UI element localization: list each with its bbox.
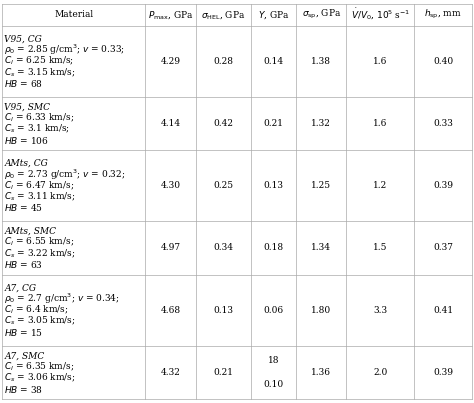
Text: 0.39: 0.39 (433, 368, 453, 377)
Text: AMts, SMC: AMts, SMC (4, 227, 56, 236)
Text: 0.34: 0.34 (213, 243, 233, 252)
Text: $\sigma_{\mathrm{sp}}$, GPa: $\sigma_{\mathrm{sp}}$, GPa (301, 8, 341, 21)
Text: 0.42: 0.42 (213, 119, 233, 128)
Text: $HB$ = 38: $HB$ = 38 (4, 384, 43, 395)
Text: 0.39: 0.39 (433, 181, 453, 190)
Text: 1.80: 1.80 (311, 306, 331, 315)
Text: $C_s$ = 3.11 km/s;: $C_s$ = 3.11 km/s; (4, 191, 76, 203)
Text: 18: 18 (268, 356, 279, 365)
Text: $C_l$ = 6.25 km/s;: $C_l$ = 6.25 km/s; (4, 55, 74, 67)
Text: A7, SMC: A7, SMC (4, 351, 45, 360)
Text: 1.34: 1.34 (311, 243, 331, 252)
Text: $C_s$ = 3.15 km/s;: $C_s$ = 3.15 km/s; (4, 66, 76, 79)
Text: 0.21: 0.21 (213, 368, 233, 377)
Text: 0.21: 0.21 (264, 119, 283, 128)
Text: 1.36: 1.36 (311, 368, 331, 377)
Text: 4.30: 4.30 (161, 181, 181, 190)
Text: 1.5: 1.5 (373, 243, 388, 252)
Text: 4.29: 4.29 (161, 57, 181, 66)
Text: Material: Material (55, 10, 93, 19)
Text: 2.0: 2.0 (373, 368, 387, 377)
Text: 0.41: 0.41 (433, 306, 453, 315)
Text: 4.32: 4.32 (161, 368, 181, 377)
Text: $C_l$ = 6.47 km/s;: $C_l$ = 6.47 km/s; (4, 180, 74, 192)
Text: AMts, CG: AMts, CG (4, 159, 48, 168)
Text: $h_{\mathrm{sp}}$, mm: $h_{\mathrm{sp}}$, mm (424, 8, 462, 21)
Text: 1.32: 1.32 (311, 119, 331, 128)
Text: $HB$ = 15: $HB$ = 15 (4, 327, 43, 338)
Text: 0.37: 0.37 (433, 243, 453, 252)
Text: $HB$ = 45: $HB$ = 45 (4, 202, 43, 214)
Text: 3.3: 3.3 (374, 306, 387, 315)
Text: 0.25: 0.25 (213, 181, 233, 190)
Text: V95, CG: V95, CG (4, 35, 42, 44)
Text: $C_s$ = 3.05 km/s;: $C_s$ = 3.05 km/s; (4, 315, 76, 327)
Text: 0.10: 0.10 (263, 380, 283, 388)
Text: $C_s$ = 3.1 km/s;: $C_s$ = 3.1 km/s; (4, 123, 70, 135)
Text: 0.18: 0.18 (263, 243, 283, 252)
Text: 0.13: 0.13 (264, 181, 283, 190)
Text: $HB$ = 63: $HB$ = 63 (4, 259, 43, 270)
Text: 0.13: 0.13 (213, 306, 233, 315)
Text: 4.68: 4.68 (161, 306, 181, 315)
Text: $C_s$ = 3.22 km/s;: $C_s$ = 3.22 km/s; (4, 247, 76, 260)
Text: $C_l$ = 6.33 km/s;: $C_l$ = 6.33 km/s; (4, 112, 74, 124)
Text: A7, CG: A7, CG (4, 283, 36, 293)
Text: 1.6: 1.6 (373, 119, 388, 128)
Text: 4.14: 4.14 (161, 119, 181, 128)
Text: V95, SMC: V95, SMC (4, 102, 50, 111)
Text: $C_l$ = 6.4 km/s;: $C_l$ = 6.4 km/s; (4, 304, 69, 316)
Text: $C_s$ = 3.06 km/s;: $C_s$ = 3.06 km/s; (4, 372, 76, 384)
Text: $C_l$ = 6.35 km/s;: $C_l$ = 6.35 km/s; (4, 361, 74, 373)
Text: $HB$ = 68: $HB$ = 68 (4, 78, 43, 89)
Text: $\dot{V}/V_0$, $10^5$ s$^{-1}$: $\dot{V}/V_0$, $10^5$ s$^{-1}$ (351, 7, 410, 23)
Text: 1.2: 1.2 (373, 181, 387, 190)
Text: $\rho_0$ = 2.73 g/cm$^3$; $v$ = 0.32;: $\rho_0$ = 2.73 g/cm$^3$; $v$ = 0.32; (4, 168, 126, 182)
Text: 1.38: 1.38 (311, 57, 331, 66)
Text: 1.25: 1.25 (311, 181, 331, 190)
Text: $\rho_0$ = 2.85 g/cm$^3$; $v$ = 0.33;: $\rho_0$ = 2.85 g/cm$^3$; $v$ = 0.33; (4, 43, 126, 58)
Text: $Y$, GPa: $Y$, GPa (257, 9, 289, 21)
Text: 0.14: 0.14 (263, 57, 283, 66)
Text: $\rho_0$ = 2.7 g/cm$^3$; $v$ = 0.34;: $\rho_0$ = 2.7 g/cm$^3$; $v$ = 0.34; (4, 292, 120, 306)
Text: 0.33: 0.33 (433, 119, 453, 128)
Text: 1.6: 1.6 (373, 57, 388, 66)
Text: $\sigma_{\mathrm{HEL}}$, GPa: $\sigma_{\mathrm{HEL}}$, GPa (201, 9, 245, 21)
Text: 0.06: 0.06 (263, 306, 283, 315)
Text: $C_l$ = 6.55 km/s;: $C_l$ = 6.55 km/s; (4, 237, 74, 249)
Text: $HB$ = 106: $HB$ = 106 (4, 135, 49, 146)
Text: $P_{\mathrm{max}}$, GPa: $P_{\mathrm{max}}$, GPa (148, 9, 193, 21)
Text: 4.97: 4.97 (161, 243, 181, 252)
Text: 0.40: 0.40 (433, 57, 453, 66)
Text: 0.28: 0.28 (213, 57, 233, 66)
